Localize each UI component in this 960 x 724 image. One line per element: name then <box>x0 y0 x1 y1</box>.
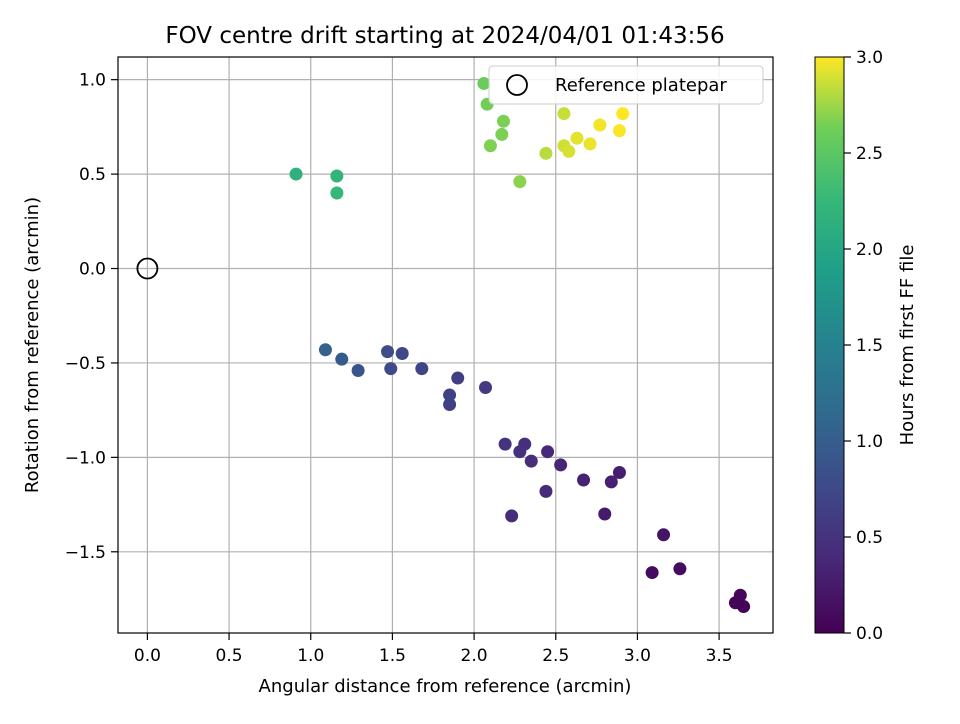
data-point <box>577 473 591 487</box>
data-point <box>645 566 659 580</box>
data-points <box>289 76 751 614</box>
y-tick-label: −1.0 <box>65 448 106 468</box>
data-point <box>657 528 671 542</box>
x-tick-label: 1.5 <box>379 646 406 666</box>
y-tick-label: −1.5 <box>65 543 106 563</box>
x-tick-label: 0.0 <box>134 646 161 666</box>
legend-reference-marker <box>506 74 528 96</box>
data-point <box>505 509 519 523</box>
reference-platepar-marker <box>136 257 159 280</box>
legend: Reference platepar <box>488 65 764 105</box>
colorbar-tick-label: 1.5 <box>856 336 883 356</box>
x-tick-label: 3.0 <box>624 646 651 666</box>
data-point <box>443 397 457 411</box>
colorbar: 0.0 0.5 1.0 1.5 2.0 2.5 3.0 Hours from first F… <box>814 48 918 644</box>
data-point <box>616 107 630 121</box>
grid-lines <box>118 57 773 633</box>
data-point <box>557 107 571 121</box>
data-point <box>479 380 493 394</box>
colorbar-tick-label: 0.5 <box>856 528 883 548</box>
colorbar-tick-label: 2.5 <box>856 144 883 164</box>
legend-box <box>488 65 764 105</box>
data-point <box>562 144 576 158</box>
y-tick-label: 1.0 <box>79 71 106 91</box>
colorbar-tick-label: 0.0 <box>856 624 883 644</box>
legend-label: Reference platepar <box>555 75 727 96</box>
data-point <box>612 124 626 138</box>
data-point <box>737 600 751 614</box>
data-point <box>539 484 553 498</box>
data-point <box>335 352 349 366</box>
data-point <box>541 445 555 459</box>
chart-title: FOV centre drift starting at 2024/04/01 … <box>165 23 724 49</box>
data-point <box>495 127 509 141</box>
data-point <box>570 131 584 145</box>
colorbar-tick-label: 3.0 <box>856 48 883 68</box>
data-point <box>384 362 398 376</box>
y-axis-ticks: −1.5 −1.0 −0.5 0.0 0.5 1.0 <box>65 71 118 563</box>
data-point <box>381 345 395 359</box>
data-point <box>598 507 612 521</box>
data-point <box>593 118 607 132</box>
x-axis-label: Angular distance from reference (arcmin) <box>259 676 632 697</box>
y-tick-label: −0.5 <box>65 354 106 374</box>
plot-frame <box>117 56 774 634</box>
data-point <box>330 169 344 183</box>
y-tick-label: 0.5 <box>79 165 106 185</box>
colorbar-gradient <box>814 56 845 634</box>
data-point <box>539 146 553 160</box>
x-tick-label: 2.5 <box>542 646 569 666</box>
data-point <box>496 114 510 128</box>
colorbar-tick-label: 2.0 <box>856 240 883 260</box>
x-tick-label: 2.0 <box>461 646 488 666</box>
colorbar-tick-label: 1.0 <box>856 432 883 452</box>
data-point <box>289 167 303 181</box>
data-point <box>733 588 747 602</box>
data-point <box>451 371 465 385</box>
data-point <box>604 475 618 489</box>
y-axis-label: Rotation from reference (arcmin) <box>22 197 43 493</box>
data-point <box>415 362 429 376</box>
data-point <box>330 186 344 200</box>
x-axis-ticks: 0.0 0.5 1.0 1.5 2.0 2.5 3.0 3.5 <box>134 633 733 666</box>
data-point <box>318 343 332 357</box>
data-point <box>583 137 597 151</box>
data-point <box>554 458 568 472</box>
x-tick-label: 3.5 <box>706 646 733 666</box>
data-point <box>498 437 512 451</box>
data-point <box>351 363 365 377</box>
data-point <box>513 445 527 459</box>
data-point <box>513 175 527 189</box>
data-point <box>443 388 457 402</box>
y-tick-label: 0.0 <box>79 260 106 280</box>
x-tick-label: 0.5 <box>216 646 243 666</box>
data-point <box>524 454 538 468</box>
data-point <box>673 562 687 576</box>
data-point <box>483 139 497 153</box>
colorbar-label: Hours from first FF file <box>897 245 918 446</box>
x-tick-label: 1.0 <box>297 646 324 666</box>
colorbar-ticks: 0.0 0.5 1.0 1.5 2.0 2.5 3.0 <box>844 48 883 644</box>
data-point <box>612 465 626 479</box>
data-point <box>477 76 491 90</box>
data-point <box>395 346 409 360</box>
